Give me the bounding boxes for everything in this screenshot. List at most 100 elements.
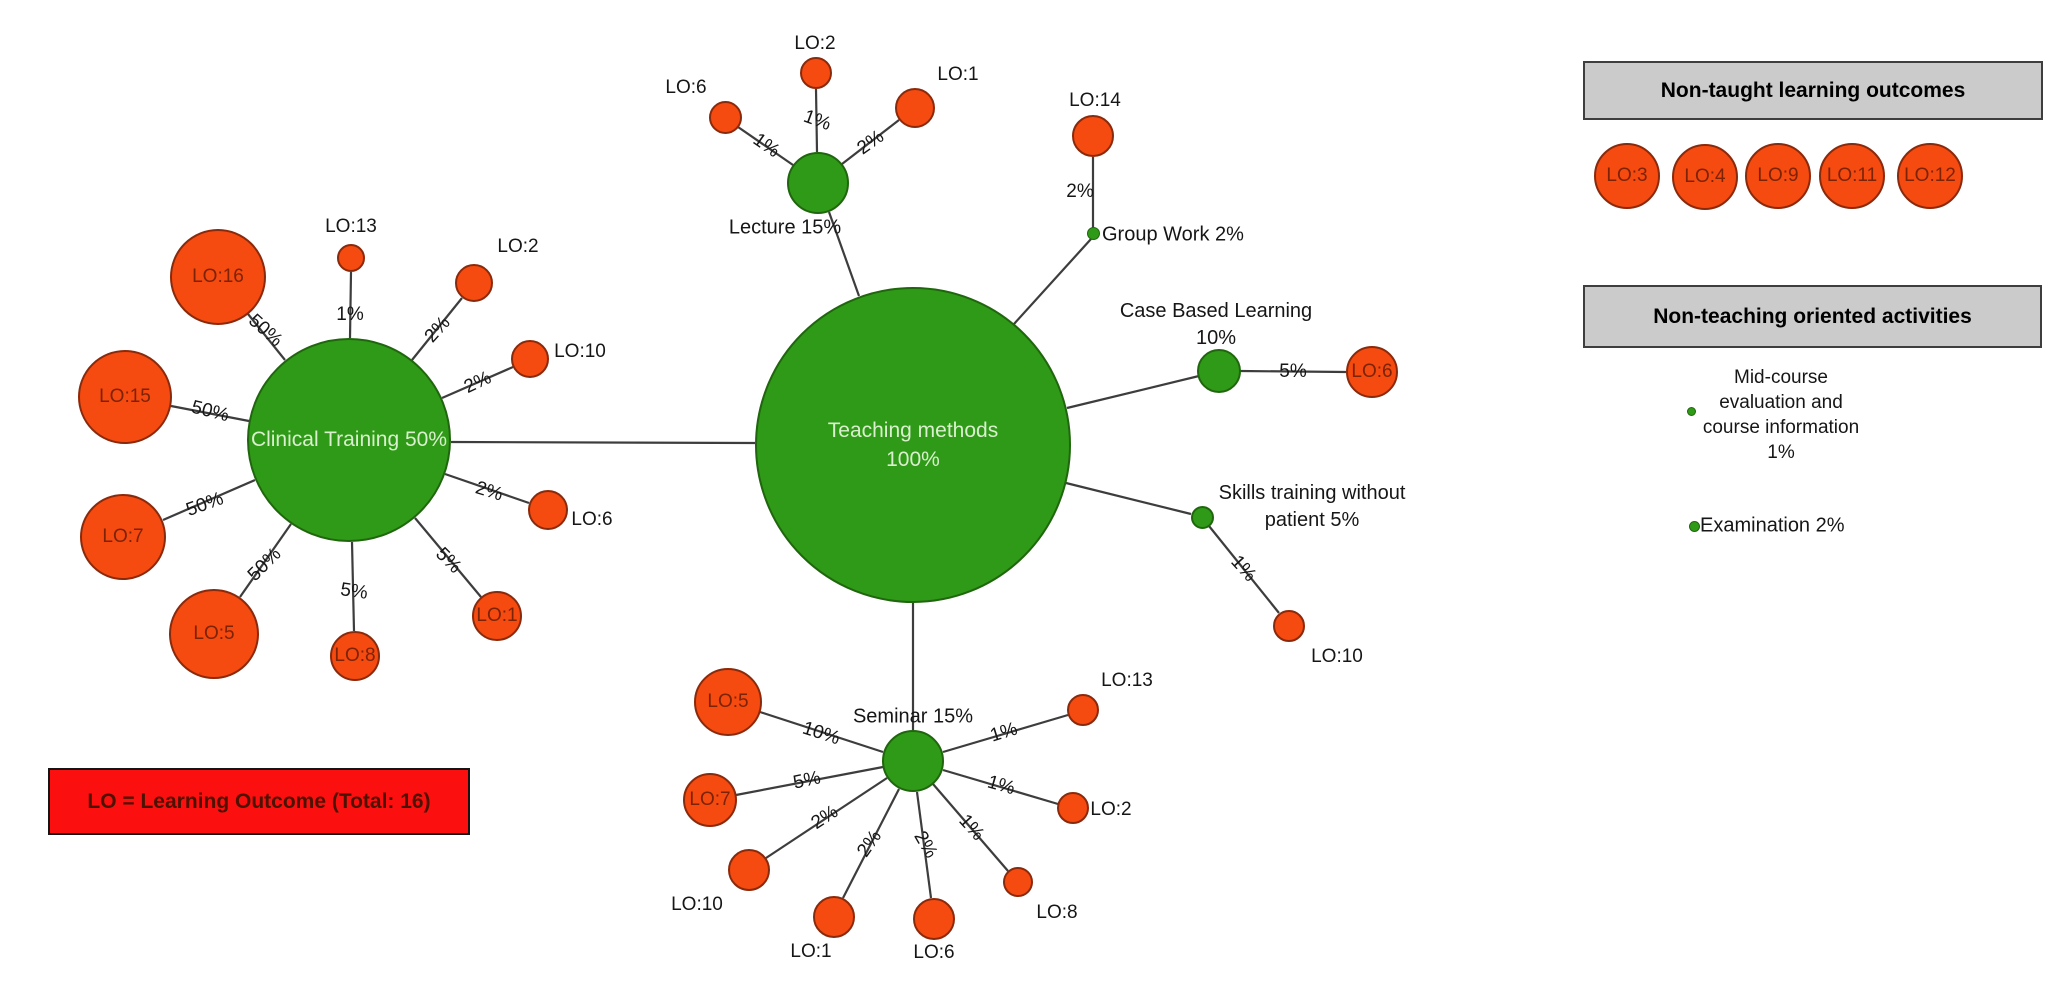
lecture-lo6-label: LO:6 bbox=[665, 77, 707, 98]
clinical-lo2-circle bbox=[455, 264, 493, 302]
seminar-lo1-label: LO:1 bbox=[790, 941, 832, 962]
skills-lo10-label: LO:10 bbox=[1311, 646, 1363, 667]
non-taught-lo9-circle: LO:9 bbox=[1745, 143, 1811, 209]
seminar-lo13-label: LO:13 bbox=[1101, 670, 1153, 691]
non-taught-lo9-label: LO:9 bbox=[1757, 165, 1799, 186]
clinical-lo15-circle: LO:15 bbox=[78, 350, 172, 444]
non-taught-lo11-circle: LO:11 bbox=[1819, 143, 1885, 209]
teaching-methods-label: Teaching methods 100% bbox=[828, 416, 998, 474]
lecture-lo2-label: LO:2 bbox=[794, 33, 836, 54]
edge-clinical-lo15 bbox=[170, 404, 250, 423]
edge-seminar-lo5 bbox=[759, 710, 884, 754]
edge-casebased-lo6 bbox=[1239, 369, 1347, 374]
seminar-lo10-label: LO:10 bbox=[671, 894, 723, 915]
case-based-learning-label: Case Based Learning 10% bbox=[1120, 298, 1312, 352]
node-lecture bbox=[787, 152, 849, 214]
clinical-lo13-percent: 1% bbox=[336, 304, 364, 325]
node-group-work bbox=[1087, 227, 1100, 240]
edge-skills-lo10 bbox=[1208, 525, 1280, 614]
examination-dot bbox=[1689, 521, 1700, 532]
mid-course-label: Mid-course evaluation and course informa… bbox=[1703, 365, 1859, 465]
lecture-label: Lecture 15% bbox=[728, 216, 842, 239]
mid-course-line3: course information bbox=[1702, 417, 1860, 438]
group-work-label: Group Work 2% bbox=[1102, 223, 1244, 246]
seminar-lo2-circle bbox=[1057, 792, 1089, 824]
edge-clinical-lo8 bbox=[350, 541, 356, 632]
mid-course-line1: Mid-course bbox=[1734, 367, 1828, 388]
clinical-lo1-circle: LO:1 bbox=[472, 591, 522, 641]
node-case-based-learning bbox=[1197, 349, 1241, 393]
non-taught-lo4-circle: LO:4 bbox=[1672, 144, 1738, 210]
edge-seminar-lo2 bbox=[942, 768, 1059, 806]
clinical-lo13-label: LO:13 bbox=[325, 216, 377, 237]
seminar-lo13-circle bbox=[1067, 694, 1099, 726]
clinical-lo5-label: LO:5 bbox=[193, 623, 235, 644]
edge-seminar-lo1 bbox=[842, 788, 900, 899]
teaching-methods-title: Teaching methods bbox=[827, 419, 999, 442]
seminar-lo6-label: LO:6 bbox=[913, 942, 955, 963]
legend-box: LO = Learning Outcome (Total: 16) bbox=[48, 768, 470, 835]
non-taught-lo3-circle: LO:3 bbox=[1594, 143, 1660, 209]
edge-lecture-lo2 bbox=[814, 88, 819, 153]
groupwork-lo14-percent: 2% bbox=[1066, 181, 1094, 202]
lecture-lo1-circle bbox=[895, 88, 935, 128]
clinical-lo8-percent: 5% bbox=[339, 579, 370, 604]
lecture-lo2-circle bbox=[800, 57, 832, 89]
case-based-learning-title: Case Based Learning bbox=[1119, 300, 1313, 322]
clinical-lo8-label: LO:8 bbox=[334, 645, 376, 666]
teaching-methods-percent: 100% bbox=[886, 448, 940, 471]
lecture-lo6-circle bbox=[709, 101, 742, 134]
edge-clinical-lo10 bbox=[441, 365, 514, 400]
mid-course-dot bbox=[1687, 407, 1696, 416]
clinical-lo8-circle: LO:8 bbox=[330, 631, 380, 681]
skills-training-label: Skills training without patient 5% bbox=[1219, 480, 1406, 534]
casebased-lo6-label: LO:6 bbox=[1351, 361, 1393, 382]
edge-seminar-lo10 bbox=[765, 777, 888, 859]
clinical-lo5-circle: LO:5 bbox=[169, 589, 259, 679]
edge-lecture-lo1 bbox=[841, 119, 900, 165]
edge-seminar-lo7 bbox=[735, 765, 884, 797]
seminar-lo10-circle bbox=[728, 849, 770, 891]
seminar-lo2-label: LO:2 bbox=[1090, 799, 1132, 820]
non-taught-lo12-label: LO:12 bbox=[1904, 165, 1956, 186]
edge-clinical-lo13 bbox=[348, 271, 353, 339]
edge-teaching-casebased bbox=[1066, 374, 1200, 410]
edge-teaching-groupwork bbox=[1013, 238, 1092, 325]
mid-course-percent: 1% bbox=[1767, 442, 1795, 463]
seminar-lo1-circle bbox=[813, 896, 855, 938]
edge-seminar-lo8 bbox=[932, 783, 1009, 872]
casebased-lo6-circle: LO:6 bbox=[1346, 346, 1398, 398]
seminar-label: Seminar 15% bbox=[852, 705, 974, 728]
non-taught-header: Non-taught learning outcomes bbox=[1583, 61, 2043, 120]
non-taught-lo4-label: LO:4 bbox=[1684, 166, 1726, 187]
non-taught-lo3-label: LO:3 bbox=[1606, 165, 1648, 186]
node-clinical-training: Clinical Training 50% bbox=[247, 338, 451, 542]
clinical-lo16-circle: LO:16 bbox=[170, 229, 266, 325]
seminar-lo7-circle: LO:7 bbox=[683, 773, 737, 827]
examination-label: Examination 2% bbox=[1700, 514, 1845, 537]
clinical-lo6-label: LO:6 bbox=[571, 509, 613, 530]
skills-lo10-circle bbox=[1273, 610, 1305, 642]
lecture-lo1-label: LO:1 bbox=[937, 64, 979, 85]
seminar-lo8-label: LO:8 bbox=[1036, 902, 1078, 923]
seminar-lo6-circle bbox=[913, 898, 955, 940]
skills-training-title-line2: patient 5% bbox=[1264, 509, 1360, 531]
edge-clinical-lo1 bbox=[414, 517, 482, 598]
groupwork-lo14-circle bbox=[1072, 115, 1114, 157]
clinical-training-label: Clinical Training 50% bbox=[250, 428, 448, 451]
skills-training-title-line1: Skills training without bbox=[1218, 482, 1406, 504]
seminar-lo5-label: LO:5 bbox=[707, 691, 749, 712]
clinical-lo6-circle bbox=[528, 490, 568, 530]
non-teaching-header: Non-teaching oriented activities bbox=[1583, 285, 2042, 348]
clinical-lo2-label: LO:2 bbox=[497, 236, 539, 257]
clinical-lo13-circle bbox=[337, 244, 365, 272]
clinical-lo7-circle: LO:7 bbox=[80, 494, 166, 580]
edge-lecture-lo6 bbox=[737, 126, 794, 166]
edge-teaching-clinical bbox=[450, 440, 756, 445]
non-taught-lo11-label: LO:11 bbox=[1826, 165, 1878, 186]
seminar-lo7-label: LO:7 bbox=[689, 789, 731, 810]
seminar-lo5-circle: LO:5 bbox=[694, 668, 762, 736]
node-teaching-methods: Teaching methods 100% bbox=[755, 287, 1071, 603]
